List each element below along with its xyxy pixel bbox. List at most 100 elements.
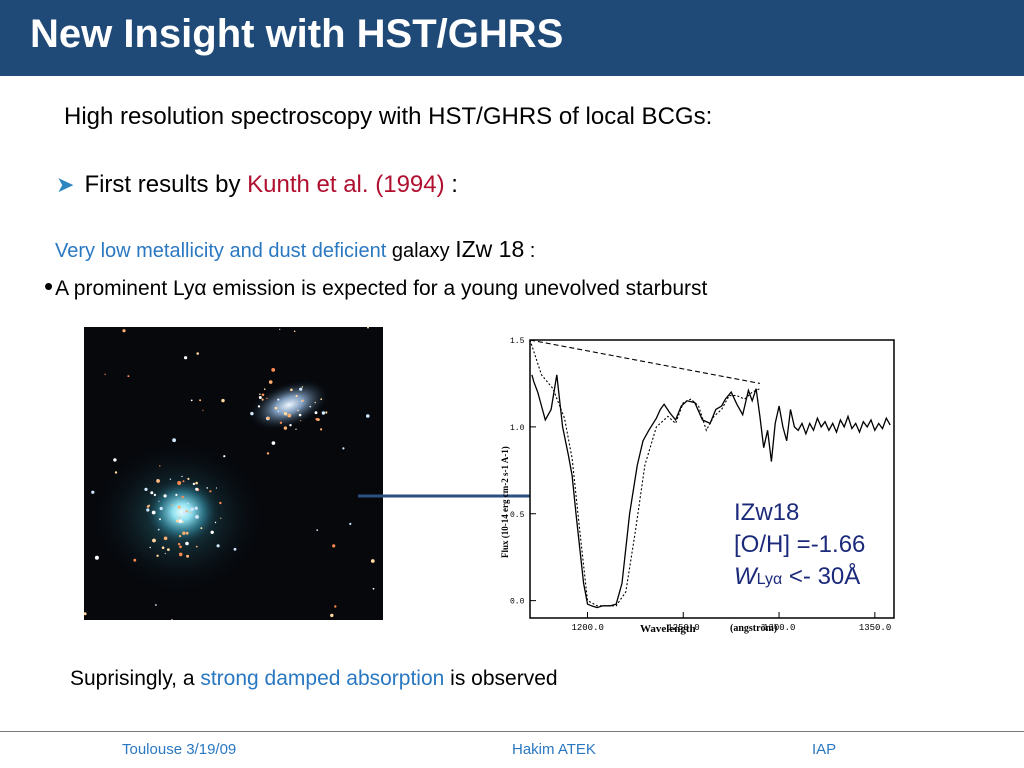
w-value: <- 30Å — [782, 563, 861, 590]
star-point — [277, 410, 280, 413]
first-results-bullet: ➤ First results by Kunth et al. (1994) : — [56, 171, 458, 199]
line4-after: emission is expected for a young unevolv… — [206, 277, 708, 300]
conclusion-prefix: Suprisingly, a — [70, 667, 201, 690]
star-point — [314, 411, 318, 415]
star-point — [290, 388, 293, 392]
star-point — [144, 487, 148, 491]
y-tick-label: 1.5 — [510, 337, 525, 346]
star-point — [84, 612, 87, 616]
star-point — [320, 398, 323, 401]
x-tick-label: 1350.0 — [859, 623, 891, 633]
star-point — [156, 554, 159, 557]
star-point — [94, 555, 99, 560]
background-stars — [84, 327, 375, 620]
star-point — [316, 529, 319, 531]
star-point — [122, 329, 126, 333]
title-bar: New Insight with HST/GHRS — [0, 0, 1024, 76]
star-point — [295, 394, 298, 398]
absorption-highlight: strong damped absorption — [200, 667, 445, 690]
star-point — [194, 506, 198, 510]
star-point — [297, 409, 299, 412]
star-point — [367, 327, 369, 329]
star-point — [214, 521, 217, 524]
star-point — [195, 487, 199, 491]
star-point — [372, 587, 375, 590]
star-point — [263, 388, 266, 390]
reference-link: Kunth et al. (1994) — [247, 171, 445, 198]
bullet1-suffix: : — [444, 171, 458, 198]
x-tick-label: 1250.0 — [667, 623, 699, 633]
star-point — [182, 480, 185, 483]
x-tick-label: 1300.0 — [763, 623, 795, 633]
star-point — [149, 546, 151, 549]
star-point — [332, 544, 336, 548]
star-point — [190, 399, 193, 402]
star-point — [153, 493, 157, 497]
star-point — [277, 398, 280, 401]
footer-location-date: Toulouse 3/19/09 — [122, 741, 237, 758]
star-point — [300, 420, 302, 422]
star-point — [177, 542, 181, 546]
star-point — [261, 393, 265, 397]
star-point — [317, 418, 320, 421]
star-point — [186, 511, 188, 513]
star-point — [366, 414, 370, 418]
star-point — [325, 411, 328, 414]
star-point — [271, 441, 276, 445]
star-point — [266, 397, 268, 400]
star-point — [267, 416, 270, 420]
spectrum-series-dotted — [529, 339, 761, 607]
star-point — [190, 507, 194, 511]
star-point — [258, 396, 262, 399]
star-point — [293, 330, 296, 333]
star-point — [279, 328, 281, 330]
star-point — [176, 519, 179, 523]
star-point — [127, 375, 130, 378]
star-point — [178, 516, 181, 519]
dot-bullet-icon: • — [44, 271, 54, 301]
star-point — [195, 515, 199, 519]
star-point — [266, 452, 270, 455]
star-point — [206, 487, 208, 489]
star-point — [321, 411, 326, 415]
star-point — [330, 613, 334, 618]
star-point — [334, 605, 337, 608]
star-point — [133, 558, 137, 562]
star-point — [274, 406, 278, 410]
line4-before: A prominent Ly — [55, 277, 195, 300]
star-point — [185, 541, 189, 546]
star-point — [199, 399, 202, 402]
star-point — [233, 547, 237, 551]
conclusion-text: Suprisingly, a strong damped absorption … — [70, 667, 558, 691]
star-point — [298, 413, 302, 417]
star-point — [216, 544, 220, 548]
star-point — [187, 477, 190, 480]
star-point — [257, 405, 261, 408]
star-point — [113, 458, 117, 462]
star-point — [271, 368, 276, 372]
star-point — [268, 380, 273, 384]
metallicity-value: [O/H] =-1.66 — [732, 529, 868, 561]
x-axis-label: Wavelength — [640, 623, 696, 635]
star-point — [302, 399, 305, 402]
galaxy-word: galaxy — [386, 240, 456, 262]
star-point — [219, 501, 222, 505]
y-axis-label: Flux (10-14 erg cm-2 s-1 A-1) — [500, 446, 510, 558]
star-point — [370, 559, 375, 563]
star-point — [196, 352, 199, 355]
star-point — [259, 393, 261, 396]
star-point — [179, 535, 182, 538]
star-point — [181, 495, 184, 499]
star-point — [221, 398, 225, 403]
star-point — [320, 428, 323, 431]
galaxy-description: Very low metallicity and dust deficient … — [55, 236, 535, 263]
footer-divider — [0, 731, 1024, 732]
bullet1-prefix: First results by — [84, 171, 248, 198]
star-point — [187, 502, 189, 505]
footer-author: Hakim ATEK — [512, 741, 596, 758]
star-point — [184, 356, 188, 360]
spectrum-series-solid — [531, 374, 891, 609]
star-point — [261, 398, 264, 401]
star-point — [192, 482, 196, 486]
star-point — [210, 530, 214, 534]
